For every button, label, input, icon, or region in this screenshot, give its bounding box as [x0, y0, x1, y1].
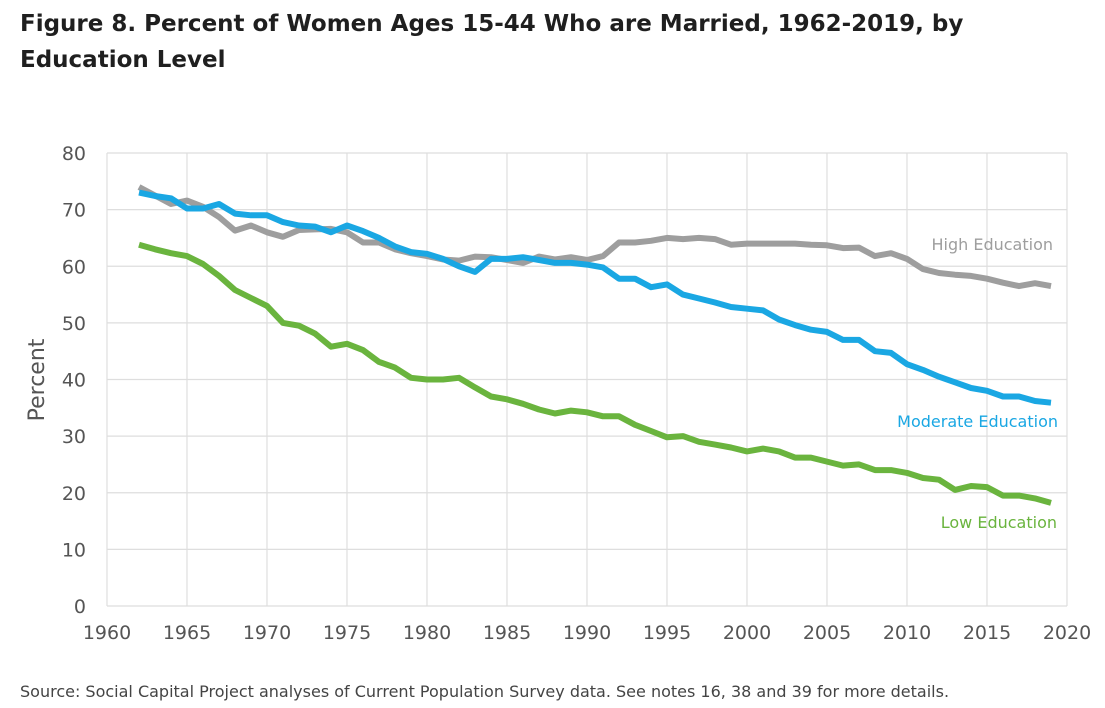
series-label-high-education: High Education [931, 235, 1053, 254]
series-lines [137, 184, 1052, 506]
series-line-moderate-education [138, 189, 1052, 406]
y-tick-label: 30 [62, 426, 86, 448]
y-axis-ticks: 0 10 20 30 40 50 60 70 80 [62, 143, 86, 618]
x-tick-label: 2020 [1043, 622, 1091, 644]
series-label-low-education: Low Education [941, 513, 1057, 532]
x-tick-label: 1960 [83, 622, 131, 644]
series-label-moderate-education: Moderate Education [897, 412, 1058, 431]
y-tick-label: 50 [62, 313, 86, 335]
x-tick-label: 2015 [963, 622, 1011, 644]
x-tick-label: 1985 [483, 622, 531, 644]
chart-title: Figure 8. Percent of Women Ages 15-44 Wh… [20, 11, 964, 73]
x-tick-label: 1970 [243, 622, 291, 644]
x-tick-label: 2005 [803, 622, 851, 644]
x-tick-label: 1995 [643, 622, 691, 644]
y-tick-label: 20 [62, 483, 86, 505]
x-axis-ticks: 1960 1965 1970 1975 1980 1985 1990 1995 2000 2005… [83, 622, 1091, 644]
x-tick-label: 1980 [403, 622, 451, 644]
y-tick-label: 60 [62, 256, 86, 278]
series-line-high-education [137, 184, 1052, 290]
x-tick-label: 2010 [883, 622, 931, 644]
x-tick-label: 1975 [323, 622, 371, 644]
gridlines [106, 152, 1068, 607]
x-tick-label: 1965 [163, 622, 211, 644]
y-axis-label: Percent [25, 338, 50, 421]
source-note: Source: Social Capital Project analyses … [20, 682, 950, 701]
x-tick-label: 2000 [723, 622, 771, 644]
x-tick-label: 1990 [563, 622, 611, 644]
y-tick-label: 70 [62, 200, 86, 222]
y-tick-label: 80 [62, 143, 86, 165]
y-tick-label: 10 [62, 539, 86, 561]
series-line-low-education [138, 241, 1052, 506]
y-tick-label: 40 [62, 370, 86, 392]
series-labels: High Education Moderate Education Low Educ… [897, 235, 1058, 532]
y-tick-label: 0 [74, 596, 86, 618]
